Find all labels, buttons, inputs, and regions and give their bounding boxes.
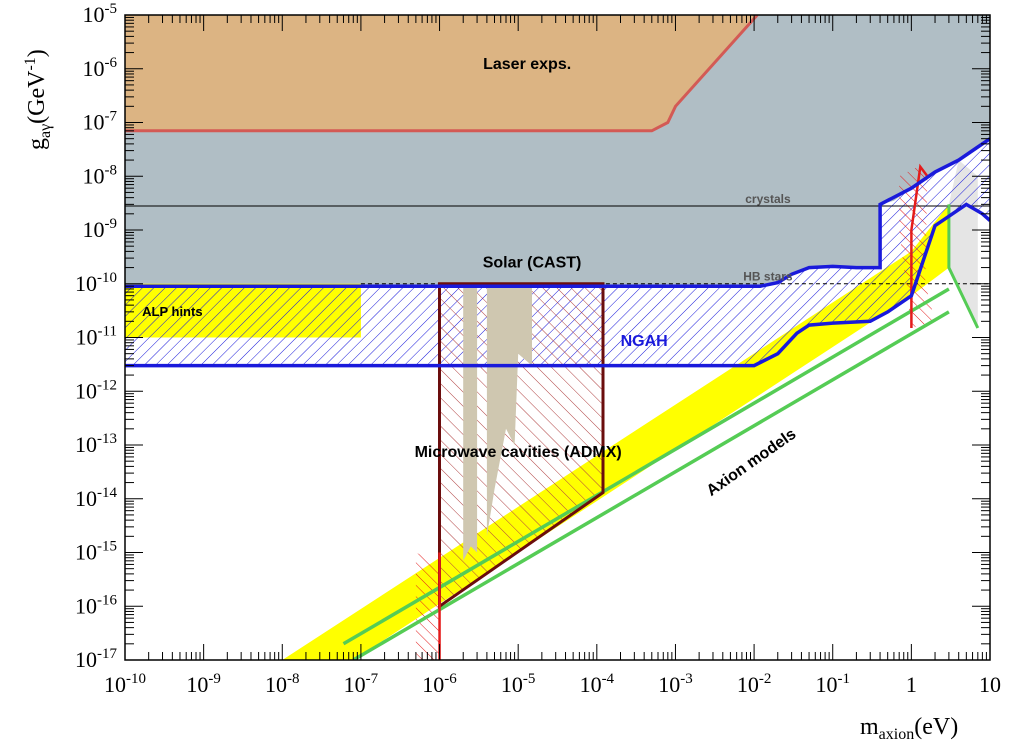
annotation-ngah: NGAH — [621, 333, 668, 350]
annotation-hb-stars: HB stars — [743, 269, 793, 283]
y-tick-label: 10-14 — [75, 485, 117, 511]
admx-boundary — [438, 282, 605, 610]
red-line-high — [910, 163, 929, 328]
annotation-alp-hints: ALP hints — [142, 304, 202, 319]
ngah-lower-boundary — [125, 202, 990, 368]
region-ngah-hatch — [125, 138, 990, 366]
x-tick-label: 10-4 — [580, 671, 615, 697]
y-tick-label: 10-11 — [76, 324, 117, 350]
x-tick-label: 10-6 — [422, 671, 457, 697]
y-axis-title: gaγ(GeV-1) — [22, 49, 54, 150]
annotation-microwave-cavities-admx: Microwave cavities (ADMX) — [415, 444, 622, 461]
x-tick-label: 1 — [906, 672, 917, 697]
ngah-upper-boundary — [125, 137, 990, 288]
admx-excluded-2 — [486, 283, 532, 537]
y-tick-label: 10-7 — [83, 109, 118, 135]
admx-excluded-1 — [463, 283, 478, 561]
region-red-hatch-low — [415, 552, 440, 660]
region-red-hatch-high — [899, 166, 935, 328]
annotation-solar-cast: Solar (CAST) — [483, 255, 582, 272]
x-tick-label: 10-3 — [658, 671, 693, 697]
y-tick-label: 10-16 — [75, 592, 117, 618]
x-tick-label: 10-10 — [104, 671, 146, 697]
x-tick-label: 10-5 — [501, 671, 536, 697]
x-tick-label: 10-7 — [344, 671, 379, 697]
y-tick-label: 10-8 — [83, 162, 118, 188]
x-tick-label: 10-8 — [265, 671, 300, 697]
green-high-mass-edge — [947, 204, 980, 329]
y-tick-label: 10-9 — [83, 216, 118, 242]
axion-model-line-2 — [352, 310, 950, 660]
y-tick-label: 10-5 — [83, 1, 118, 27]
y-tick-label: 10-6 — [83, 55, 118, 81]
y-tick-label: 10-17 — [75, 646, 117, 672]
region-laser-exps — [125, 15, 758, 131]
x-tick-label: 10-9 — [186, 671, 221, 697]
annotation-axion-models: Axion models — [704, 426, 800, 500]
axion-model-line-1 — [342, 287, 950, 646]
lines-layer — [125, 137, 990, 660]
ticks-layer: 10-10 10-9 10-8 10-7 10-6 10-5 10-4 10-3 10-2 10-… — [75, 1, 1001, 697]
annotation-laser-exps: Laser exps. — [483, 56, 571, 73]
x-tick-label: 10 — [979, 672, 1001, 697]
regions-layer — [125, 15, 990, 660]
y-tick-label: 10-12 — [75, 377, 117, 403]
y-tick-label: 10-10 — [75, 270, 117, 296]
x-axis-title: maxion(eV) — [860, 714, 958, 743]
y-tick-label: 10-15 — [75, 539, 117, 565]
x-tick-label: 10-1 — [815, 671, 850, 697]
y-tick-label: 10-13 — [75, 431, 117, 457]
annotation-crystals: crystals — [745, 192, 791, 206]
laser-exps-boundary — [125, 15, 759, 133]
x-tick-label: 10-2 — [737, 671, 772, 697]
